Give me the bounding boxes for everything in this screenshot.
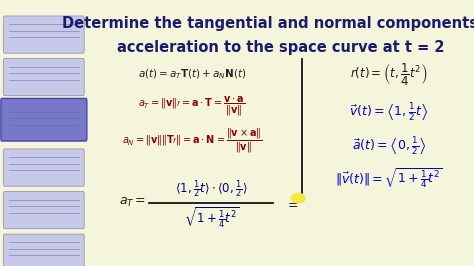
Text: $\sqrt{1 + \frac{1}{4}t^2}$: $\sqrt{1 + \frac{1}{4}t^2}$ [183,206,239,230]
Text: $a_T = \|\mathbf{v}\|\prime = \mathbf{a} \cdot \mathbf{T} = \dfrac{\mathbf{v} \c: $a_T = \|\mathbf{v}\|\prime = \mathbf{a}… [138,95,246,118]
FancyBboxPatch shape [3,59,84,96]
Text: $a_T =$: $a_T =$ [118,196,146,209]
Text: $\vec{v}(t) = \left\langle 1, \frac{1}{2}t \right\rangle$: $\vec{v}(t) = \left\langle 1, \frac{1}{2… [349,101,428,123]
FancyBboxPatch shape [3,16,84,53]
FancyBboxPatch shape [1,98,87,141]
Text: $\|\vec{v}(t)\| = \sqrt{1 + \frac{1}{4}t^2}$: $\|\vec{v}(t)\| = \sqrt{1 + \frac{1}{4}t… [335,167,443,190]
FancyBboxPatch shape [3,234,84,266]
Text: $a_N = \|\mathbf{v}\|\|\mathbf{T}\prime\| = \mathbf{a} \cdot \mathbf{N} = \dfrac: $a_N = \|\mathbf{v}\|\|\mathbf{T}\prime\… [122,127,263,155]
Text: Determine the tangential and normal components of: Determine the tangential and normal comp… [62,16,474,31]
Text: $\langle 1, \frac{1}{2}t \rangle \cdot \langle 0, \frac{1}{2} \rangle$: $\langle 1, \frac{1}{2}t \rangle \cdot \… [175,178,247,200]
Text: $\vec{a}(t) = \left\langle 0, \frac{1}{2} \right\rangle$: $\vec{a}(t) = \left\langle 0, \frac{1}{2… [352,135,426,157]
FancyBboxPatch shape [3,104,84,141]
Text: acceleration to the space curve at t = 2: acceleration to the space curve at t = 2 [117,40,445,55]
Circle shape [292,193,305,203]
Text: $a(t) = a_T\mathbf{T}(t) + a_N\mathbf{N}(t)$: $a(t) = a_T\mathbf{T}(t) + a_N\mathbf{N}… [138,68,246,81]
Text: $=$: $=$ [285,197,299,210]
FancyBboxPatch shape [3,192,84,229]
Text: $r(t) = \left(t, \dfrac{1}{4}t^2\right)$: $r(t) = \left(t, \dfrac{1}{4}t^2\right)$ [350,61,428,88]
FancyBboxPatch shape [3,149,84,186]
